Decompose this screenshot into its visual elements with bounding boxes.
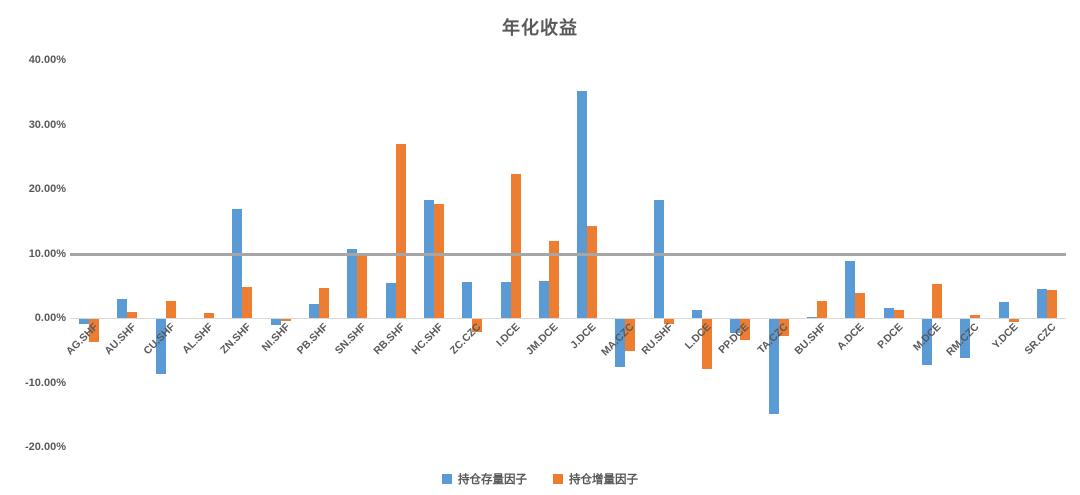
y-axis-tick-label: 20.00% <box>28 183 66 195</box>
bar-stock-factor <box>347 248 358 318</box>
legend-marker-delta-factor-icon <box>553 474 563 484</box>
x-axis-label: A.DCE <box>835 321 867 353</box>
bar-delta-factor <box>587 226 598 318</box>
x-axis-label: J.DCE <box>568 321 599 352</box>
bar-delta-factor <box>204 312 215 318</box>
x-axis-label: AL.SHF <box>180 321 216 357</box>
bar-delta-factor <box>242 287 253 318</box>
legend-item-stock-factor: 持仓存量因子 <box>442 471 527 487</box>
bar-delta-factor <box>702 319 713 369</box>
legend-label-delta-factor: 持仓增量因子 <box>569 474 638 486</box>
bar-delta-factor <box>89 319 100 342</box>
bar-stock-factor <box>538 280 549 318</box>
bar-delta-factor <box>817 301 827 318</box>
x-axis-label: SR.CZC <box>1022 321 1059 358</box>
bar-stock-factor <box>577 90 588 318</box>
bar-stock-factor <box>768 319 779 415</box>
x-axis-label: P.DCE <box>874 321 906 352</box>
bar-delta-factor <box>357 253 368 318</box>
x-axis-label: JM.DCE <box>523 321 561 358</box>
bar-delta-factor <box>855 293 866 318</box>
bar-stock-factor <box>730 319 741 334</box>
bar-stock-factor <box>883 307 894 318</box>
bar-delta-factor <box>970 314 981 318</box>
y-axis-tick-label: -10.00% <box>25 376 66 389</box>
bar-stock-factor <box>921 319 932 366</box>
bar-stock-factor <box>653 199 664 318</box>
bar-delta-factor <box>510 174 521 318</box>
bar-delta-factor <box>1008 319 1019 323</box>
bar-delta-factor <box>931 283 942 318</box>
bar-stock-factor <box>232 208 243 318</box>
x-axis-label: NI.SHF <box>259 321 293 354</box>
x-axis-label: ZC.CZC <box>447 321 484 357</box>
y-axis-tick-label: 40.00% <box>28 54 66 66</box>
x-axis-label: PB.SHF <box>294 321 331 357</box>
x-axis-label: ZN.SHF <box>218 321 254 357</box>
legend-label-stock-factor: 持仓存量因子 <box>458 474 527 486</box>
x-axis-label: HC.SHF <box>409 321 446 358</box>
bar-stock-factor <box>960 319 971 359</box>
bar-stock-factor <box>423 199 434 318</box>
bar-delta-factor <box>433 203 444 318</box>
bar-stock-factor <box>270 319 281 325</box>
bar-stock-factor <box>385 282 396 318</box>
bar-stock-factor <box>615 319 626 367</box>
bar-stock-factor <box>462 281 473 318</box>
bar-delta-factor <box>280 319 291 321</box>
chart-title: 年化收益 <box>502 18 578 38</box>
bar-stock-factor <box>155 319 166 374</box>
x-axis-label: Y.DCE <box>989 321 1021 352</box>
bar-delta-factor <box>778 319 789 337</box>
bar-stock-factor <box>1036 288 1047 318</box>
bar-stock-factor <box>79 319 90 324</box>
bar-delta-factor <box>663 319 674 324</box>
bar-delta-factor <box>740 319 751 341</box>
bar-delta-factor <box>127 311 138 318</box>
bar-delta-factor <box>1046 290 1057 318</box>
bar-stock-factor <box>117 298 128 318</box>
bar-delta-factor <box>395 144 406 318</box>
bar-stock-factor <box>807 316 817 318</box>
y-axis-tick-label: 0.00% <box>34 312 66 324</box>
bar-delta-factor <box>548 240 559 318</box>
x-axis-label: RU.SHF <box>639 321 676 358</box>
legend: 持仓存量因子 持仓增量因子 <box>0 471 1080 487</box>
legend-marker-stock-factor-icon <box>442 474 452 484</box>
x-axis-label: AU.SHF <box>102 321 139 358</box>
y-axis-tick-label: 10.00% <box>28 247 66 260</box>
bar-stock-factor <box>500 281 511 318</box>
x-axis-label: SN.SHF <box>333 321 369 357</box>
bar-stock-factor <box>845 260 856 318</box>
bar-delta-factor <box>625 319 636 351</box>
bar-delta-factor <box>319 287 329 318</box>
bar-stock-factor <box>309 304 319 318</box>
bar-stock-factor <box>692 309 703 318</box>
bar-delta-factor <box>472 319 483 332</box>
bar-delta-factor <box>893 309 904 318</box>
reference-line-10pct <box>70 252 1066 256</box>
zero-axis-line <box>70 318 1066 319</box>
y-axis-tick-label: 30.00% <box>28 118 66 131</box>
bar-delta-factor <box>165 301 176 318</box>
legend-item-delta-factor: 持仓增量因子 <box>553 471 638 487</box>
x-axis-label: I.DCE <box>493 321 523 350</box>
x-axis-label: RB.SHF <box>370 321 408 358</box>
y-axis-tick-label: -20.00% <box>25 441 66 453</box>
bar-stock-factor <box>998 301 1009 318</box>
x-axis-label: BU.SHF <box>792 321 829 358</box>
